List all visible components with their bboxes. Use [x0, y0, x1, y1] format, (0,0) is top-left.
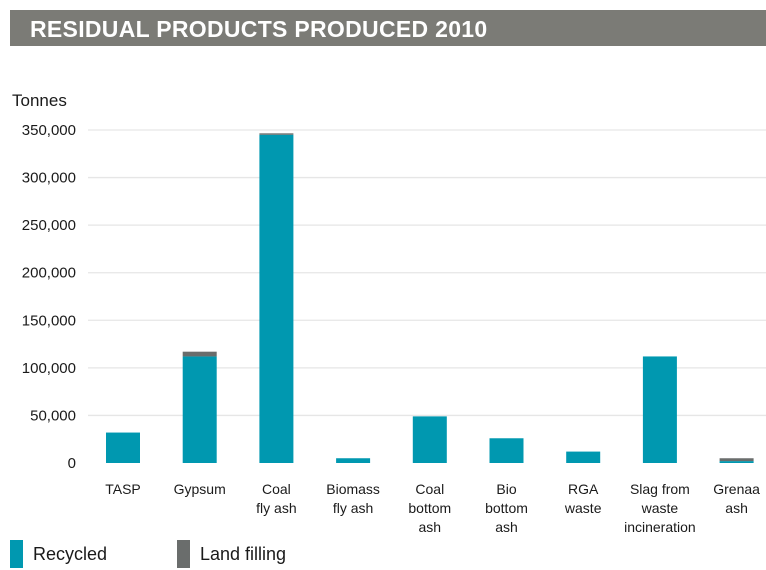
bar-recycled [259, 134, 294, 463]
bar-land-filling [719, 458, 754, 462]
chart-title: RESIDUAL PRODUCTS PRODUCED 2010 [30, 16, 488, 42]
x-tick-label: Gypsum [174, 481, 226, 497]
category-labels: TASP Gypsum Coal fly ash Biomass fly ash Coal b… [105, 481, 760, 535]
legend-land-filling: Land filling [177, 540, 286, 568]
x-tick-label: Biomass fly ash [326, 481, 380, 516]
bar-recycled [106, 432, 140, 463]
x-tick-label: Coal fly ash [256, 481, 296, 516]
y-tick-labels: 0 50,000 100,000 150,000 200,000 250,000 300,0… [22, 122, 76, 472]
y-axis-label: Tonnes [12, 91, 67, 110]
x-tick-label: RGA waste [564, 481, 602, 516]
bar-recycled [719, 461, 754, 463]
bar-recycled [182, 356, 217, 463]
bar-land-filling [259, 133, 294, 135]
bar-recycled [642, 356, 677, 463]
x-tick-label: Slag from waste incineration [624, 481, 696, 535]
legend-label-recycled: Recycled [33, 543, 108, 564]
bar-recycled [566, 451, 601, 463]
bar-recycled [489, 438, 524, 463]
bar-recycled [412, 416, 447, 463]
bar-land-filling [182, 351, 217, 357]
y-tick-label: 50,000 [30, 407, 76, 424]
y-tick-label: 300,000 [22, 170, 76, 187]
y-tick-label: 100,000 [22, 360, 76, 377]
legend-recycled: Recycled [10, 540, 107, 568]
y-tick-label: 350,000 [22, 122, 76, 139]
legend-label-land-filling: Land filling [200, 543, 287, 564]
bar-recycled [336, 458, 371, 463]
legend-swatch-recycled [10, 540, 23, 568]
title-bar: RESIDUAL PRODUCTS PRODUCED 2010 [10, 10, 766, 46]
x-tick-label: Bio bottom ash [485, 481, 528, 535]
legend-swatch-land-filling [177, 540, 190, 568]
bars [106, 133, 754, 463]
x-tick-label: TASP [105, 481, 141, 497]
bar-chart: Tonnes 0 50,000 100,000 150,000 200,000 250,0… [12, 91, 766, 535]
x-tick-label: Grenaa ash [713, 481, 760, 516]
y-tick-label: 0 [68, 455, 76, 472]
y-tick-label: 150,000 [22, 312, 76, 329]
y-tick-label: 250,000 [22, 217, 76, 234]
x-tick-label: Coal bottom ash [408, 481, 451, 535]
y-tick-label: 200,000 [22, 265, 76, 282]
